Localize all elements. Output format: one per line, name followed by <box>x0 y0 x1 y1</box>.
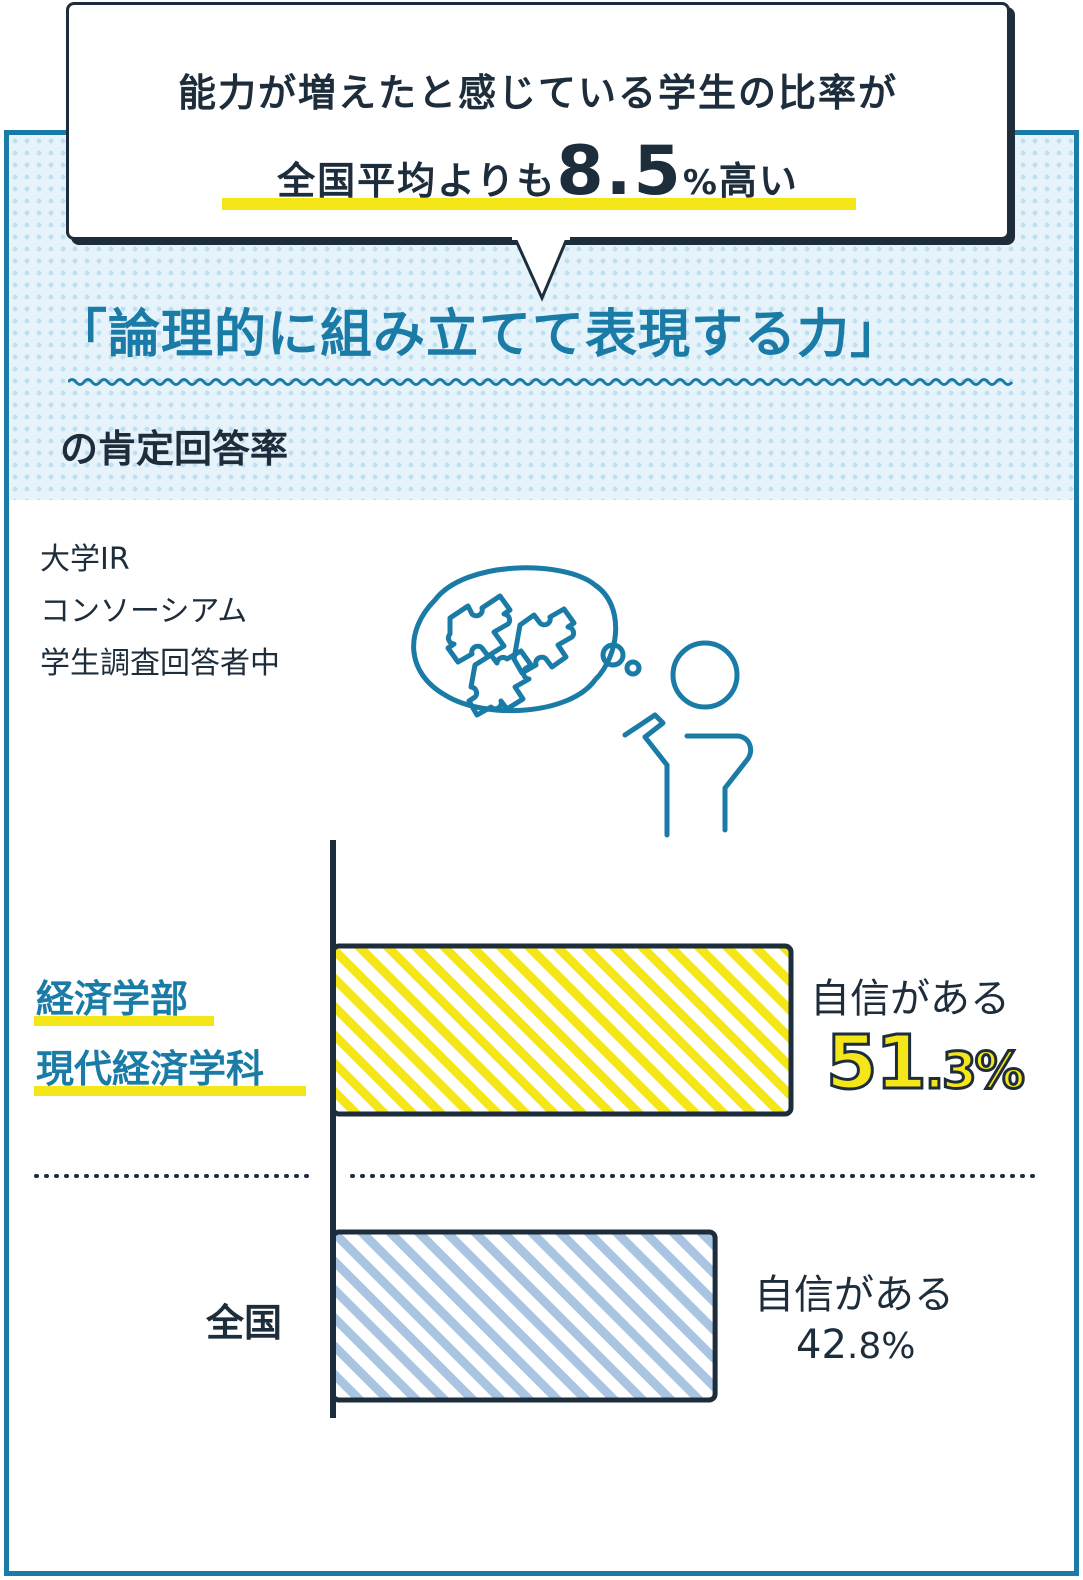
value-label-national-int: 42 <box>796 1322 847 1368</box>
source-line-3: 学生調査回答者中 <box>40 646 280 681</box>
value-label-national-unit: % <box>881 1326 916 1367</box>
category-highlight-2 <box>34 1086 306 1096</box>
value-caption-dept: 自信がある <box>810 976 1010 1022</box>
source-line-2: コンソーシアム <box>40 594 248 629</box>
headline-unit: % <box>682 163 719 203</box>
value-caption-national: 自信がある <box>754 1272 954 1318</box>
topic-title: 「論理的に組み立てて表現する力」 <box>55 305 904 365</box>
wavy-underline <box>68 378 1013 386</box>
value-label-dept-dec: .3 <box>923 1041 978 1102</box>
person-thinking-puzzle-icon <box>411 565 754 838</box>
headline-line-2: 全国平均よりも8.5%高い <box>66 132 1010 211</box>
category-highlight-1 <box>34 1016 214 1026</box>
value-label-dept-int: 51 <box>825 1019 929 1108</box>
value-label-dept-unit: % <box>973 1041 1026 1102</box>
headline-highlight <box>222 198 856 210</box>
value-label-dept: 51.3% <box>825 1019 1027 1108</box>
category-label-dept-line2: 現代経済学科 <box>36 1047 265 1091</box>
value-label-national: 42.8% <box>796 1322 915 1368</box>
bar-national <box>330 1229 718 1403</box>
headline-prefix: 全国平均よりも <box>277 159 557 203</box>
headline-suffix: 高い <box>718 159 799 203</box>
category-label-dept-line1: 経済学部 <box>36 977 189 1021</box>
category-label-national: 全国 <box>206 1301 283 1345</box>
headline-line-1: 能力が増えたと感じている学生の比率が <box>177 71 898 115</box>
headline-difference-value: 8.5 <box>556 132 683 211</box>
value-label-national-dec: .8 <box>846 1326 882 1367</box>
source-line-1: 大学IR <box>40 542 130 577</box>
bar-dept <box>330 943 794 1117</box>
callout-bubble-tail <box>512 236 570 302</box>
topic-subtitle: の肯定回答率 <box>60 427 289 471</box>
